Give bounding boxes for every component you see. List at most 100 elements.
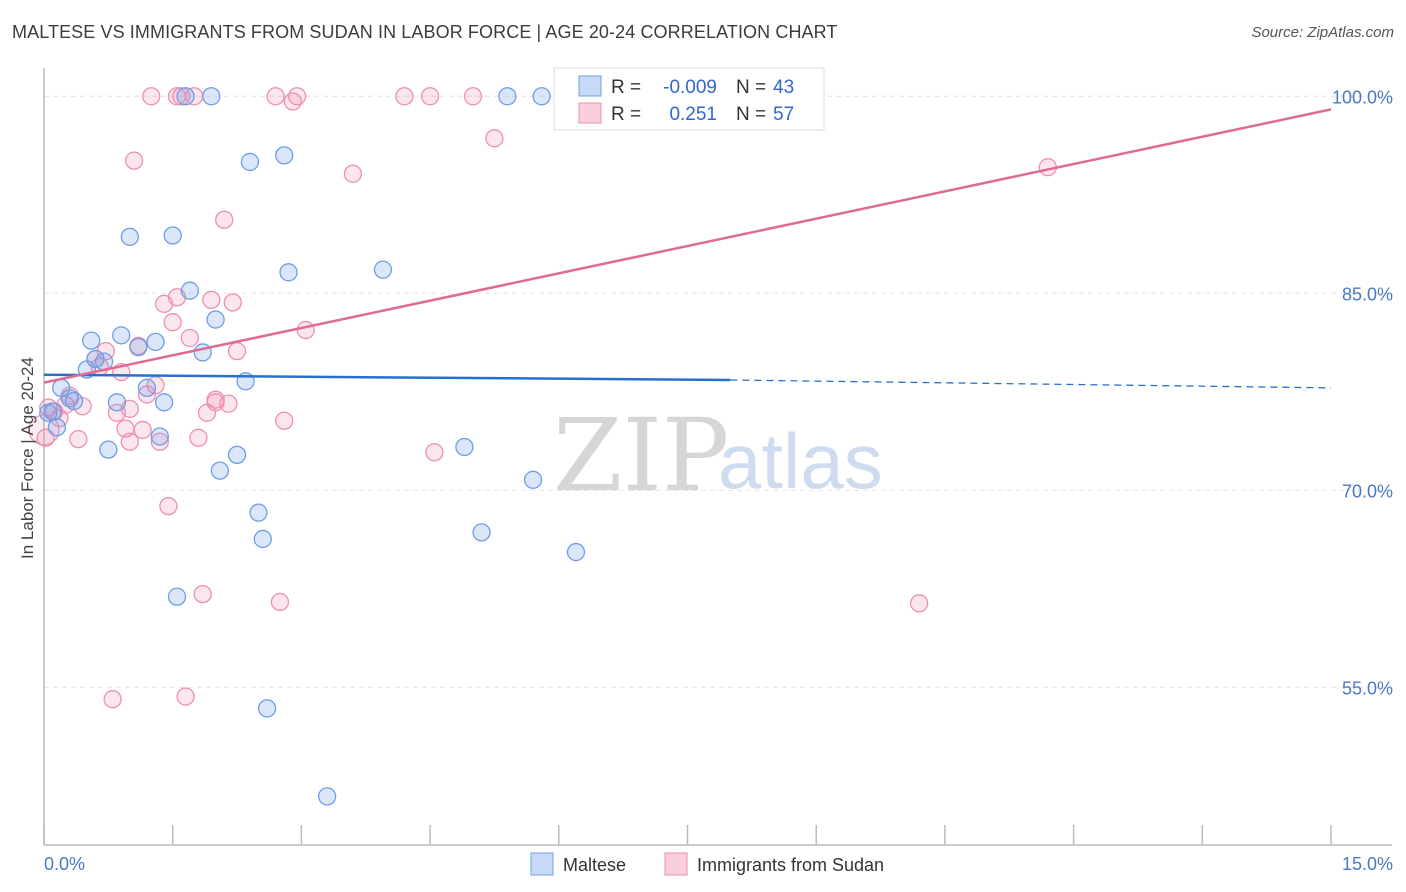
sudan-point (463, 87, 483, 106)
sudan-point (69, 429, 88, 449)
maltese-point (150, 427, 169, 446)
sudan-point (202, 290, 221, 310)
maltese-point (163, 226, 182, 245)
legend-n-label-maltese: N = (736, 77, 766, 98)
maltese-point (240, 152, 260, 172)
watermark-atlas: atlas (718, 417, 883, 505)
sudan-point (103, 690, 122, 709)
legend-r-label-sudan: R = (611, 104, 641, 125)
sudan-point (180, 328, 200, 348)
maltese-point (532, 87, 551, 106)
maltese-point (180, 281, 200, 300)
x-tick-labels: 0.0% 15.0% (44, 854, 1393, 874)
maltese-point (112, 326, 131, 345)
legend-n-value-maltese: 43 (773, 77, 794, 98)
legend-n-label-sudan: N = (736, 104, 766, 125)
sudan-point (189, 428, 208, 447)
sudan-point (296, 320, 315, 340)
sudan-point (176, 687, 195, 706)
legend-swatch-sudan (578, 102, 602, 124)
sudan-point (270, 592, 290, 612)
sudan-point (910, 594, 929, 613)
y-tick-label: 100.0% (1332, 87, 1393, 107)
bottom-legend-swatch-maltese (530, 852, 554, 876)
sudan-point (193, 584, 212, 604)
maltese-point (129, 338, 148, 357)
sudan-point (163, 313, 182, 332)
sudan-point (227, 341, 247, 361)
sudan-point (223, 293, 242, 312)
sudan-point (142, 87, 161, 106)
maltese-point (253, 529, 272, 549)
sudan-point (425, 443, 444, 462)
maltese-point (210, 461, 230, 480)
series-maltese-points (39, 87, 586, 806)
legend-swatch-maltese (578, 75, 602, 97)
maltese-point (279, 263, 298, 282)
sudan-point (215, 210, 234, 229)
correlation-legend: R = -0.009 N = 43 R = 0.251 N = 57 (553, 67, 825, 131)
legend-r-value-maltese: -0.009 (663, 77, 717, 98)
series-sudan-points (28, 87, 1058, 709)
maltese-point (137, 378, 157, 398)
maltese-point (373, 260, 393, 279)
maltese-point (64, 391, 84, 411)
sudan-point (159, 496, 178, 516)
chart-title: MALTESE VS IMMIGRANTS FROM SUDAN IN LABO… (12, 22, 838, 42)
y-tick-label: 85.0% (1342, 284, 1393, 304)
sudan-point (172, 87, 191, 106)
maltese-point (107, 393, 127, 412)
maltese-point (227, 445, 247, 465)
sudan-point (124, 151, 144, 170)
series-legend: Maltese Immigrants from Sudan (530, 852, 884, 876)
sudan-point (28, 414, 60, 446)
maltese-point (317, 787, 337, 806)
maltese-point (176, 87, 195, 106)
maltese-point (249, 503, 268, 522)
maltese-point (167, 587, 187, 606)
sudan-point (343, 164, 363, 183)
sudan-point (395, 87, 414, 106)
sudan-point (150, 432, 169, 451)
sudan-point (287, 87, 307, 106)
y-tick-labels: 55.0% 70.0% 85.0% 100.0% (1332, 87, 1393, 698)
x-tick-label: 0.0% (44, 854, 85, 874)
y-tick-label: 70.0% (1342, 481, 1393, 501)
bottom-legend-label-sudan: Immigrants from Sudan (697, 855, 884, 875)
trend-lines (43, 108, 1332, 389)
trend-line-maltese (43, 373, 731, 382)
sudan-point (485, 129, 504, 148)
axes (43, 68, 1392, 846)
maltese-point (154, 393, 174, 412)
bottom-legend-label-maltese: Maltese (563, 855, 626, 875)
sudan-point (206, 390, 225, 409)
sudan-point (420, 87, 440, 106)
sudan-point (120, 432, 139, 451)
trend-line-maltese-extension (730, 379, 1332, 389)
legend-r-label-maltese: R = (611, 77, 641, 98)
maltese-point (498, 87, 517, 106)
maltese-point (523, 470, 543, 489)
sudan-point (133, 420, 152, 440)
gridlines (44, 95, 1390, 688)
source-label: Source: ZipAtlas.com (1251, 24, 1394, 41)
maltese-point (472, 523, 491, 542)
maltese-point (275, 146, 294, 165)
y-tick-label: 55.0% (1342, 678, 1393, 698)
maltese-point (146, 332, 165, 352)
sudan-point (275, 411, 294, 430)
maltese-point (455, 437, 474, 457)
sudan-point (36, 428, 55, 447)
maltese-point (43, 402, 62, 421)
watermark: ZIP atlas (553, 397, 883, 514)
x-tick-label: 15.0% (1342, 854, 1393, 874)
watermark-zip: ZIP (553, 397, 729, 514)
legend-n-value-sudan: 57 (773, 104, 794, 125)
bottom-legend-swatch-sudan (664, 852, 688, 876)
legend-r-value-sudan: 0.251 (669, 104, 717, 125)
maltese-point (47, 418, 67, 437)
maltese-point (206, 310, 225, 329)
y-axis-title: In Labor Force | Age 20-24 (18, 357, 37, 559)
sudan-point (266, 87, 285, 106)
